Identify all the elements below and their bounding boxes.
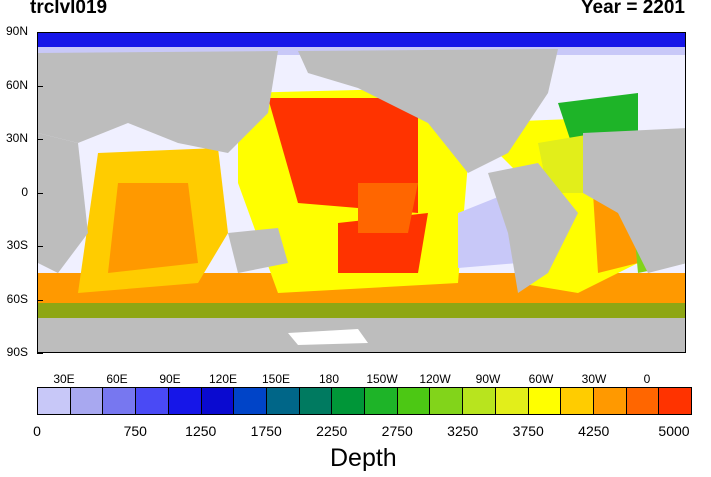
colorbar-swatch [234, 388, 267, 414]
lon-label: 60W [528, 372, 554, 386]
map-panel [37, 32, 686, 353]
colorbar-tick-label: 2250 [316, 423, 348, 439]
lon-label: 90E [159, 372, 181, 386]
colorbar-tick-label: 750 [123, 423, 147, 439]
variable-title: trclvl019 [30, 0, 108, 18]
colorbar-swatch [332, 388, 366, 414]
colorbar-tick-label: 5000 [658, 423, 690, 439]
colorbar [37, 387, 692, 415]
lon-label: 90W [475, 372, 501, 386]
lon-label: 120E [208, 372, 238, 386]
lon-label: 150W [366, 372, 398, 386]
lat-label: 30N [5, 131, 28, 145]
colorbar-tick-label: 4250 [578, 423, 610, 439]
colorbar-swatch [136, 388, 169, 414]
year-title: Year = 2201 [580, 0, 685, 18]
colorbar-tick-label: 3750 [512, 423, 544, 439]
lat-tick [37, 32, 43, 33]
arctic-ocean [38, 33, 685, 47]
colorbar-tick-label: 3250 [447, 423, 479, 439]
lon-label: 30W [581, 372, 607, 386]
colorbar-tick-label: 1750 [250, 423, 282, 439]
colorbar-swatch [103, 388, 137, 414]
lat-tick [37, 139, 43, 140]
lon-label: 120W [419, 372, 451, 386]
north-america-land [298, 49, 558, 173]
lon-label: 30E [53, 372, 75, 386]
colorbar-swatch [266, 388, 300, 414]
colorbar-swatch [168, 388, 202, 414]
lat-tick [37, 246, 43, 247]
colorbar-swatch [70, 388, 104, 414]
colorbar-swatch [397, 388, 431, 414]
lat-tick [37, 299, 43, 301]
colorbar-swatch [365, 388, 398, 414]
colorbar-swatch [528, 388, 562, 414]
africa-land [583, 128, 685, 273]
colorbar-swatch [463, 388, 496, 414]
lat-label: 90N [5, 24, 28, 38]
eurasia-land [38, 51, 278, 153]
colorbar-swatch [299, 388, 333, 414]
lon-label: 60E [106, 372, 128, 386]
lat-tick [37, 192, 43, 194]
lat-label: 60S [6, 291, 28, 306]
australia-land [228, 228, 288, 273]
lat-tick [37, 85, 43, 87]
colorbar-tick-label: 0 [33, 423, 41, 439]
lat-tick [37, 353, 43, 354]
lat-label: 60N [5, 77, 28, 92]
colorbar-swatch [38, 388, 71, 414]
lon-label: 150E [261, 372, 291, 386]
colorbar-swatch [495, 388, 529, 414]
colorbar-swatch [561, 388, 594, 414]
colorbar-swatch [659, 388, 692, 414]
colorbar-tick-label: 1250 [185, 423, 217, 439]
colorbar-swatch [430, 388, 464, 414]
south-america-land [488, 163, 578, 293]
lon-label: 0 [643, 372, 651, 386]
lat-label: 90S [6, 345, 28, 359]
lat-label: 0 [21, 184, 28, 199]
lat-label: 30S [6, 238, 28, 252]
colorbar-tick-label: 2750 [381, 423, 413, 439]
colorbar-swatch [201, 388, 235, 414]
colorbar-swatch [626, 388, 660, 414]
colorbar-swatch [593, 388, 627, 414]
lon-label: 180 [318, 372, 340, 386]
depth-map [38, 33, 685, 352]
colorbar-title: Depth [330, 444, 397, 472]
africa-east-land [38, 133, 88, 273]
